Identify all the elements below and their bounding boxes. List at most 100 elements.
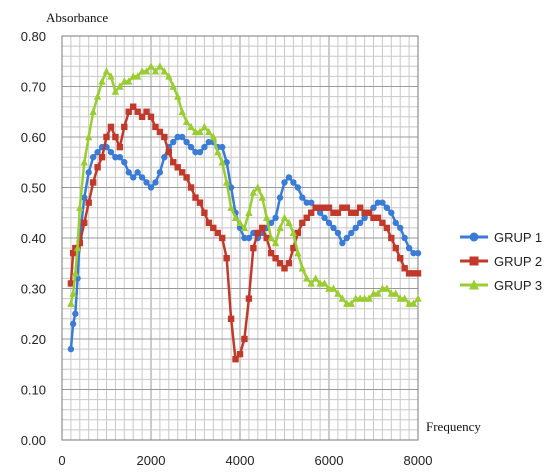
data-point: [67, 299, 75, 307]
data-point: [348, 209, 355, 216]
data-point: [271, 238, 280, 247]
data-point: [316, 209, 324, 216]
data-point: [294, 248, 302, 257]
data-point: [94, 148, 101, 156]
data-point: [107, 148, 115, 156]
data-point: [401, 265, 408, 272]
data-point: [89, 179, 97, 186]
y-axis-ticks: 0.00 0.10 0.20 0.30 0.40 0.50 0.60 0.70 0.80: [21, 29, 46, 448]
data-point: [170, 159, 177, 166]
data-point: [142, 67, 151, 75]
data-point: [209, 132, 217, 141]
data-point: [348, 229, 355, 237]
data-point: [196, 127, 204, 136]
data-point: [80, 158, 88, 166]
data-point: [294, 229, 302, 237]
data-point: [187, 143, 195, 151]
data-point: [285, 218, 293, 227]
data-point: [303, 214, 310, 221]
data-point: [201, 209, 208, 216]
data-point: [356, 204, 364, 211]
data-point: [72, 310, 79, 317]
data-point: [379, 219, 386, 227]
data-point: [130, 103, 137, 110]
data-point: [71, 269, 80, 277]
data-point: [147, 62, 155, 70]
data-point: [267, 249, 275, 257]
data-point: [98, 154, 106, 161]
data-point: [263, 213, 271, 221]
data-point: [267, 233, 275, 242]
data-point: [240, 223, 249, 232]
data-point: [290, 244, 297, 252]
data-point: [116, 143, 124, 151]
data-point: [192, 194, 199, 201]
data-point: [250, 244, 257, 252]
y-tick-label: 0.20: [21, 332, 46, 347]
data-point: [241, 335, 248, 343]
data-point: [276, 260, 284, 267]
data-point: [400, 294, 409, 302]
data-point: [85, 169, 92, 176]
data-point: [183, 174, 190, 181]
data-point: [156, 128, 164, 136]
data-point: [410, 270, 417, 277]
y-tick-label: 0.30: [21, 282, 46, 297]
data-point: [316, 204, 324, 211]
data-point: [308, 209, 315, 216]
data-point: [352, 209, 359, 216]
data-point: [178, 107, 186, 115]
data-point: [388, 234, 395, 242]
data-point: [343, 234, 350, 242]
data-point: [205, 138, 213, 146]
data-point: [263, 234, 270, 242]
data-point: [338, 294, 347, 302]
data-point: [210, 224, 217, 232]
data-point: [276, 194, 284, 201]
data-point: [308, 199, 315, 206]
data-point: [134, 108, 141, 115]
data-point: [329, 284, 338, 292]
data-point: [334, 289, 342, 297]
data-point: [134, 169, 141, 176]
data-point: [165, 72, 173, 80]
data-point: [414, 249, 422, 257]
legend: GRUP 1 GRUP 2 GRUP 3: [460, 230, 542, 293]
data-point: [374, 289, 382, 297]
data-point: [94, 164, 101, 171]
data-point: [290, 179, 297, 186]
data-point: [259, 224, 266, 232]
data-point: [187, 122, 195, 131]
data-point: [147, 184, 155, 191]
data-point: [205, 219, 213, 227]
data-point: [280, 213, 289, 221]
data-point: [397, 255, 404, 262]
data-point: [102, 67, 111, 75]
data-point: [469, 279, 479, 290]
x-tick-label: 2000: [137, 453, 166, 468]
data-point: [227, 315, 235, 322]
data-point: [182, 117, 191, 126]
data-point: [339, 204, 346, 211]
data-point: [111, 87, 120, 95]
data-point: [383, 284, 391, 292]
data-point: [405, 244, 413, 252]
data-point: [89, 107, 97, 115]
legend-label: GRUP 1: [494, 230, 542, 245]
y-tick-label: 0.60: [21, 130, 46, 145]
data-point: [285, 260, 293, 267]
data-point: [178, 133, 186, 141]
data-point: [370, 204, 377, 211]
data-point: [392, 289, 400, 297]
data-point: [409, 299, 418, 307]
data-point: [325, 219, 333, 227]
data-point: [98, 77, 106, 85]
data-point: [343, 204, 350, 211]
data-point: [469, 256, 479, 266]
data-point: [330, 209, 337, 216]
data-point: [107, 72, 115, 80]
data-point: [227, 203, 235, 211]
data-point: [352, 224, 359, 232]
data-point: [174, 92, 182, 100]
